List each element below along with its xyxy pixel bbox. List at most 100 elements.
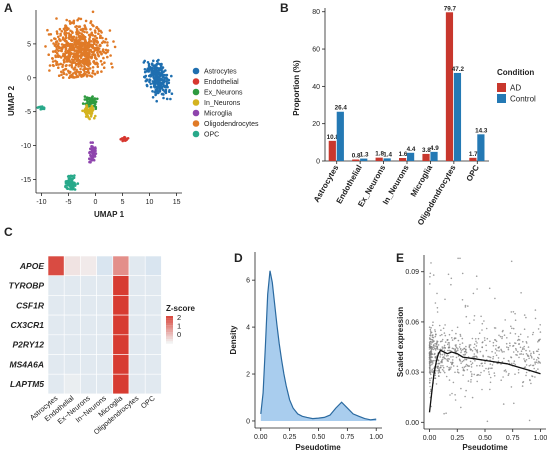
expression-point [459,257,461,260]
expression-point [513,360,516,363]
heatmap-row-label: CX3CR1 [10,320,44,330]
expression-point [499,335,502,338]
expression-point [453,337,456,339]
umap-legend-swatch [192,78,200,85]
expression-point [501,336,504,338]
umap-point-oligodendrocytes [108,29,112,32]
expression-point [510,325,512,328]
expression-point [428,354,431,357]
expression-point [430,341,433,343]
umap-point-oligodendrocytes [52,42,55,45]
umap-point-oligodendrocytes [56,32,59,35]
umap-x-tick-label: -10 [36,199,46,206]
expression-point [475,340,477,343]
expression-point [459,333,462,336]
umap-point-microglia [89,153,92,157]
expression-point [474,338,477,340]
umap-point-oligodendrocytes [106,41,109,44]
umap-point-astrocytes [160,85,163,88]
expression-point [428,360,431,363]
heatmap-cell [128,295,146,316]
umap-legend-label: Microglia [204,111,232,118]
expression-point [464,306,467,308]
expression-point [448,366,450,369]
umap-point-oligodendrocytes [47,53,50,56]
umap-point-oligodendrocytes [57,74,61,77]
umap-point-oligodendrocytes [76,46,79,50]
expression-point [464,354,466,356]
panel-d-label: D [234,251,243,265]
expression-y-tick-label: 0.06 [405,319,419,326]
expression-point [437,372,440,374]
umap-point-astrocytes [151,67,154,70]
heatmap-colorbar-tick: 1 [177,322,181,331]
expression-point [469,344,472,346]
umap-point-oligodendrocytes [78,34,82,38]
expression-point [434,345,437,347]
heatmap-cell [63,255,81,277]
umap-point-oligodendrocytes [102,40,105,43]
expression-point [513,362,515,365]
expression-point [470,375,473,378]
umap-point-oligodendrocytes [54,37,57,41]
expression-point [501,361,504,363]
expression-point [504,319,507,321]
umap-point-oligodendrocytes [81,52,84,55]
umap-point-oligodendrocytes [94,31,97,34]
umap-point-oligodendrocytes [55,62,58,65]
expression-point [483,320,485,322]
expression-point [440,364,442,367]
expression-point [463,366,466,368]
expression-point [520,350,523,353]
density-y-tick-label: 0 [246,418,250,425]
umap-point-astrocytes [165,77,169,81]
expression-point [479,350,482,353]
expression-point [452,355,454,358]
expression-point [469,349,472,351]
expression-point [465,315,468,318]
heatmap-cell [144,314,162,336]
umap-point-in-neurons [89,111,92,114]
umap-point-oligodendrocytes [64,67,67,71]
bar-value-label: 14.3 [475,127,488,134]
expression-point [497,360,500,363]
umap-point-oligodendrocytes [84,72,87,76]
expression-point [513,402,515,405]
expression-point [441,333,443,336]
expression-point [429,333,432,335]
umap-point-oligodendrocytes [69,21,73,25]
expression-point [444,341,447,343]
umap-point-oligodendrocytes [65,55,68,59]
umap-point-oligodendrocytes [96,65,100,68]
umap-x-label: UMAP 1 [94,210,125,219]
expression-point [474,355,476,358]
expression-point [428,337,431,339]
expression-point [429,276,431,278]
umap-point-in-neurons [88,117,91,121]
umap-point-oligodendrocytes [64,34,68,37]
expression-point [439,340,442,343]
expression-point [505,371,508,373]
expression-point [489,356,492,359]
umap-point-oligodendrocytes [71,31,74,35]
expression-point [476,364,478,367]
expression-point [451,347,454,350]
expression-point [481,365,484,367]
expression-point [538,339,541,341]
heatmap-colorbar-step [166,316,173,319]
expression-point [537,362,539,364]
umap-point-oligodendrocytes [80,65,83,68]
expression-point [429,379,431,382]
umap-point-oligodendrocytes [110,62,113,65]
heatmap-colorbar-step [166,341,173,344]
expression-point [443,371,446,374]
umap-point-oligodendrocytes [69,33,73,37]
expression-x-tick-label: 0.00 [423,435,437,442]
expression-point [468,344,471,346]
bar-ad [422,153,430,161]
panel-b: B 0 20 40 60 80 10.8 26.4 0.8 1.3 1.8 1.4 1.64.4 3.… [280,1,536,227]
umap-point-oligodendrocytes [58,27,62,31]
umap-point-astrocytes [151,73,155,77]
heatmap-cell [47,334,65,355]
bar-value-label: 1.8 [375,151,384,158]
